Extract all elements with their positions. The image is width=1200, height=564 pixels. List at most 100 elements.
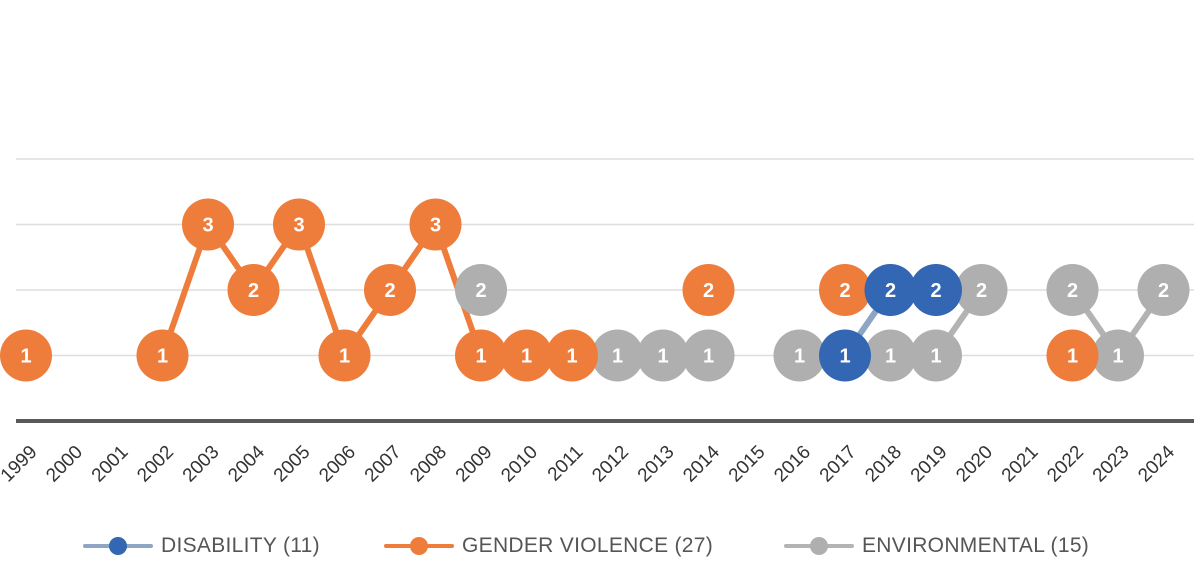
data-point-marker (1137, 264, 1190, 316)
x-tick-label-2018: 2018 (861, 442, 906, 487)
data-point-series-1-2008[interactable]: 3 (409, 198, 462, 251)
data-label: 1 (839, 346, 850, 368)
x-tick-label-2019: 2019 (907, 442, 952, 487)
data-point-series-2-2019[interactable]: 1 (910, 329, 962, 382)
data-label: 1 (930, 346, 941, 368)
legend-item-environmental[interactable]: ENVIRONMENTAL (15) (784, 528, 1089, 564)
data-point-marker (910, 329, 962, 382)
x-tick-label-1999: 1999 (0, 442, 42, 487)
data-label: 2 (248, 280, 259, 302)
data-label: 1 (703, 346, 714, 368)
data-point-series-1-2014[interactable]: 2 (682, 264, 735, 316)
data-label: 2 (976, 280, 987, 302)
data-point-marker (591, 329, 644, 382)
data-label: 1 (657, 346, 668, 368)
data-point-marker (1046, 329, 1099, 382)
data-point-marker (455, 264, 507, 316)
data-point-marker (955, 264, 1008, 316)
data-point-marker (773, 329, 826, 382)
data-point-marker (682, 329, 735, 382)
data-point-marker (546, 329, 598, 382)
legend: DISABILITY (11) GENDER VIOLENCE (27) ENV… (0, 528, 1200, 564)
legend-label-disability: DISABILITY (11) (161, 534, 320, 557)
x-tick-label-2002: 2002 (133, 442, 178, 487)
data-point-series-0-2019[interactable]: 2 (910, 264, 962, 316)
data-label: 2 (475, 280, 486, 302)
data-point-series-0-2018[interactable]: 2 (864, 264, 917, 316)
data-point-marker (0, 329, 52, 382)
x-tick-label-2013: 2013 (634, 442, 679, 487)
data-point-marker (819, 264, 871, 316)
legend-label-environmental: ENVIRONMENTAL (15) (862, 534, 1090, 557)
series-points: 2 1 1 1 1 1 1 2 2 1 2 1 1 3 2 3 1 2 3 1 1 1 2 2 1 1 2 2 (0, 198, 1190, 382)
data-label: 2 (384, 280, 395, 302)
data-label: 1 (157, 346, 168, 368)
data-point-series-1-2009[interactable]: 1 (455, 329, 507, 382)
data-label: 1 (612, 346, 623, 368)
data-label: 2 (885, 280, 896, 302)
x-tick-label-2004: 2004 (224, 441, 269, 486)
data-point-series-2-2022[interactable]: 2 (1046, 264, 1099, 316)
data-point-series-1-2005[interactable]: 3 (273, 198, 325, 251)
data-point-series-1-2017[interactable]: 2 (819, 264, 871, 316)
data-label: 1 (20, 346, 31, 368)
data-point-series-0-2017[interactable]: 1 (819, 329, 871, 382)
legend-item-gender-violence[interactable]: GENDER VIOLENCE (27) (384, 528, 713, 564)
data-label: 1 (521, 346, 532, 368)
data-point-marker (864, 329, 917, 382)
data-point-marker (910, 264, 962, 316)
data-label: 2 (839, 280, 850, 302)
x-tick-label-2015: 2015 (725, 442, 770, 487)
legend-label-gender-violence: GENDER VIOLENCE (27) (462, 534, 714, 557)
legend-swatch-environmental (784, 536, 854, 556)
data-point-marker (409, 198, 462, 251)
data-point-series-1-2010[interactable]: 1 (500, 329, 553, 382)
x-tick-label-2010: 2010 (497, 442, 542, 487)
data-point-series-1-2004[interactable]: 2 (227, 264, 280, 316)
data-label: 3 (430, 215, 441, 237)
x-tick-label-2005: 2005 (270, 442, 315, 487)
data-point-series-2-2023[interactable]: 1 (1092, 329, 1144, 382)
data-point-series-2-2016[interactable]: 1 (773, 329, 826, 382)
gridlines (16, 158, 1194, 357)
data-label: 2 (1158, 280, 1169, 302)
data-point-series-2-2014[interactable]: 1 (682, 329, 735, 382)
data-point-marker (1046, 264, 1099, 316)
data-point-marker (273, 198, 325, 251)
data-point-series-1-2007[interactable]: 2 (364, 264, 416, 316)
data-point-marker (364, 264, 416, 316)
data-point-series-2-2013[interactable]: 1 (637, 329, 689, 382)
data-point-marker (500, 329, 553, 382)
data-point-marker (318, 329, 371, 382)
data-label: 1 (885, 346, 896, 368)
data-point-series-1-2022[interactable]: 1 (1046, 329, 1099, 382)
x-tick-label-2001: 2001 (88, 442, 133, 487)
data-label: 1 (1112, 346, 1123, 368)
data-point-series-2-2009[interactable]: 2 (455, 264, 507, 316)
x-tick-label-2014: 2014 (679, 441, 724, 486)
x-tick-label-2022: 2022 (1043, 442, 1088, 487)
data-point-series-1-1999[interactable]: 1 (0, 329, 52, 382)
data-point-marker (682, 264, 735, 316)
data-point-marker (227, 264, 280, 316)
data-point-series-1-2002[interactable]: 1 (136, 329, 189, 382)
data-label: 2 (1067, 280, 1078, 302)
data-label: 1 (566, 346, 577, 368)
data-label: 1 (339, 346, 350, 368)
data-point-series-2-2024[interactable]: 2 (1137, 264, 1190, 316)
data-point-series-1-2003[interactable]: 3 (182, 198, 234, 251)
data-point-marker (819, 329, 871, 382)
legend-item-disability[interactable]: DISABILITY (11) (83, 528, 320, 564)
data-point-series-1-2011[interactable]: 1 (546, 329, 598, 382)
data-point-marker (864, 264, 917, 316)
data-label: 1 (1067, 346, 1078, 368)
data-point-series-2-2012[interactable]: 1 (591, 329, 644, 382)
data-point-marker (455, 329, 507, 382)
data-point-series-1-2006[interactable]: 1 (318, 329, 371, 382)
x-tick-label-2023: 2023 (1089, 442, 1134, 487)
data-label: 2 (930, 280, 941, 302)
data-point-series-2-2018[interactable]: 1 (864, 329, 917, 382)
x-tick-label-2006: 2006 (315, 442, 360, 487)
data-point-series-2-2020[interactable]: 2 (955, 264, 1008, 316)
